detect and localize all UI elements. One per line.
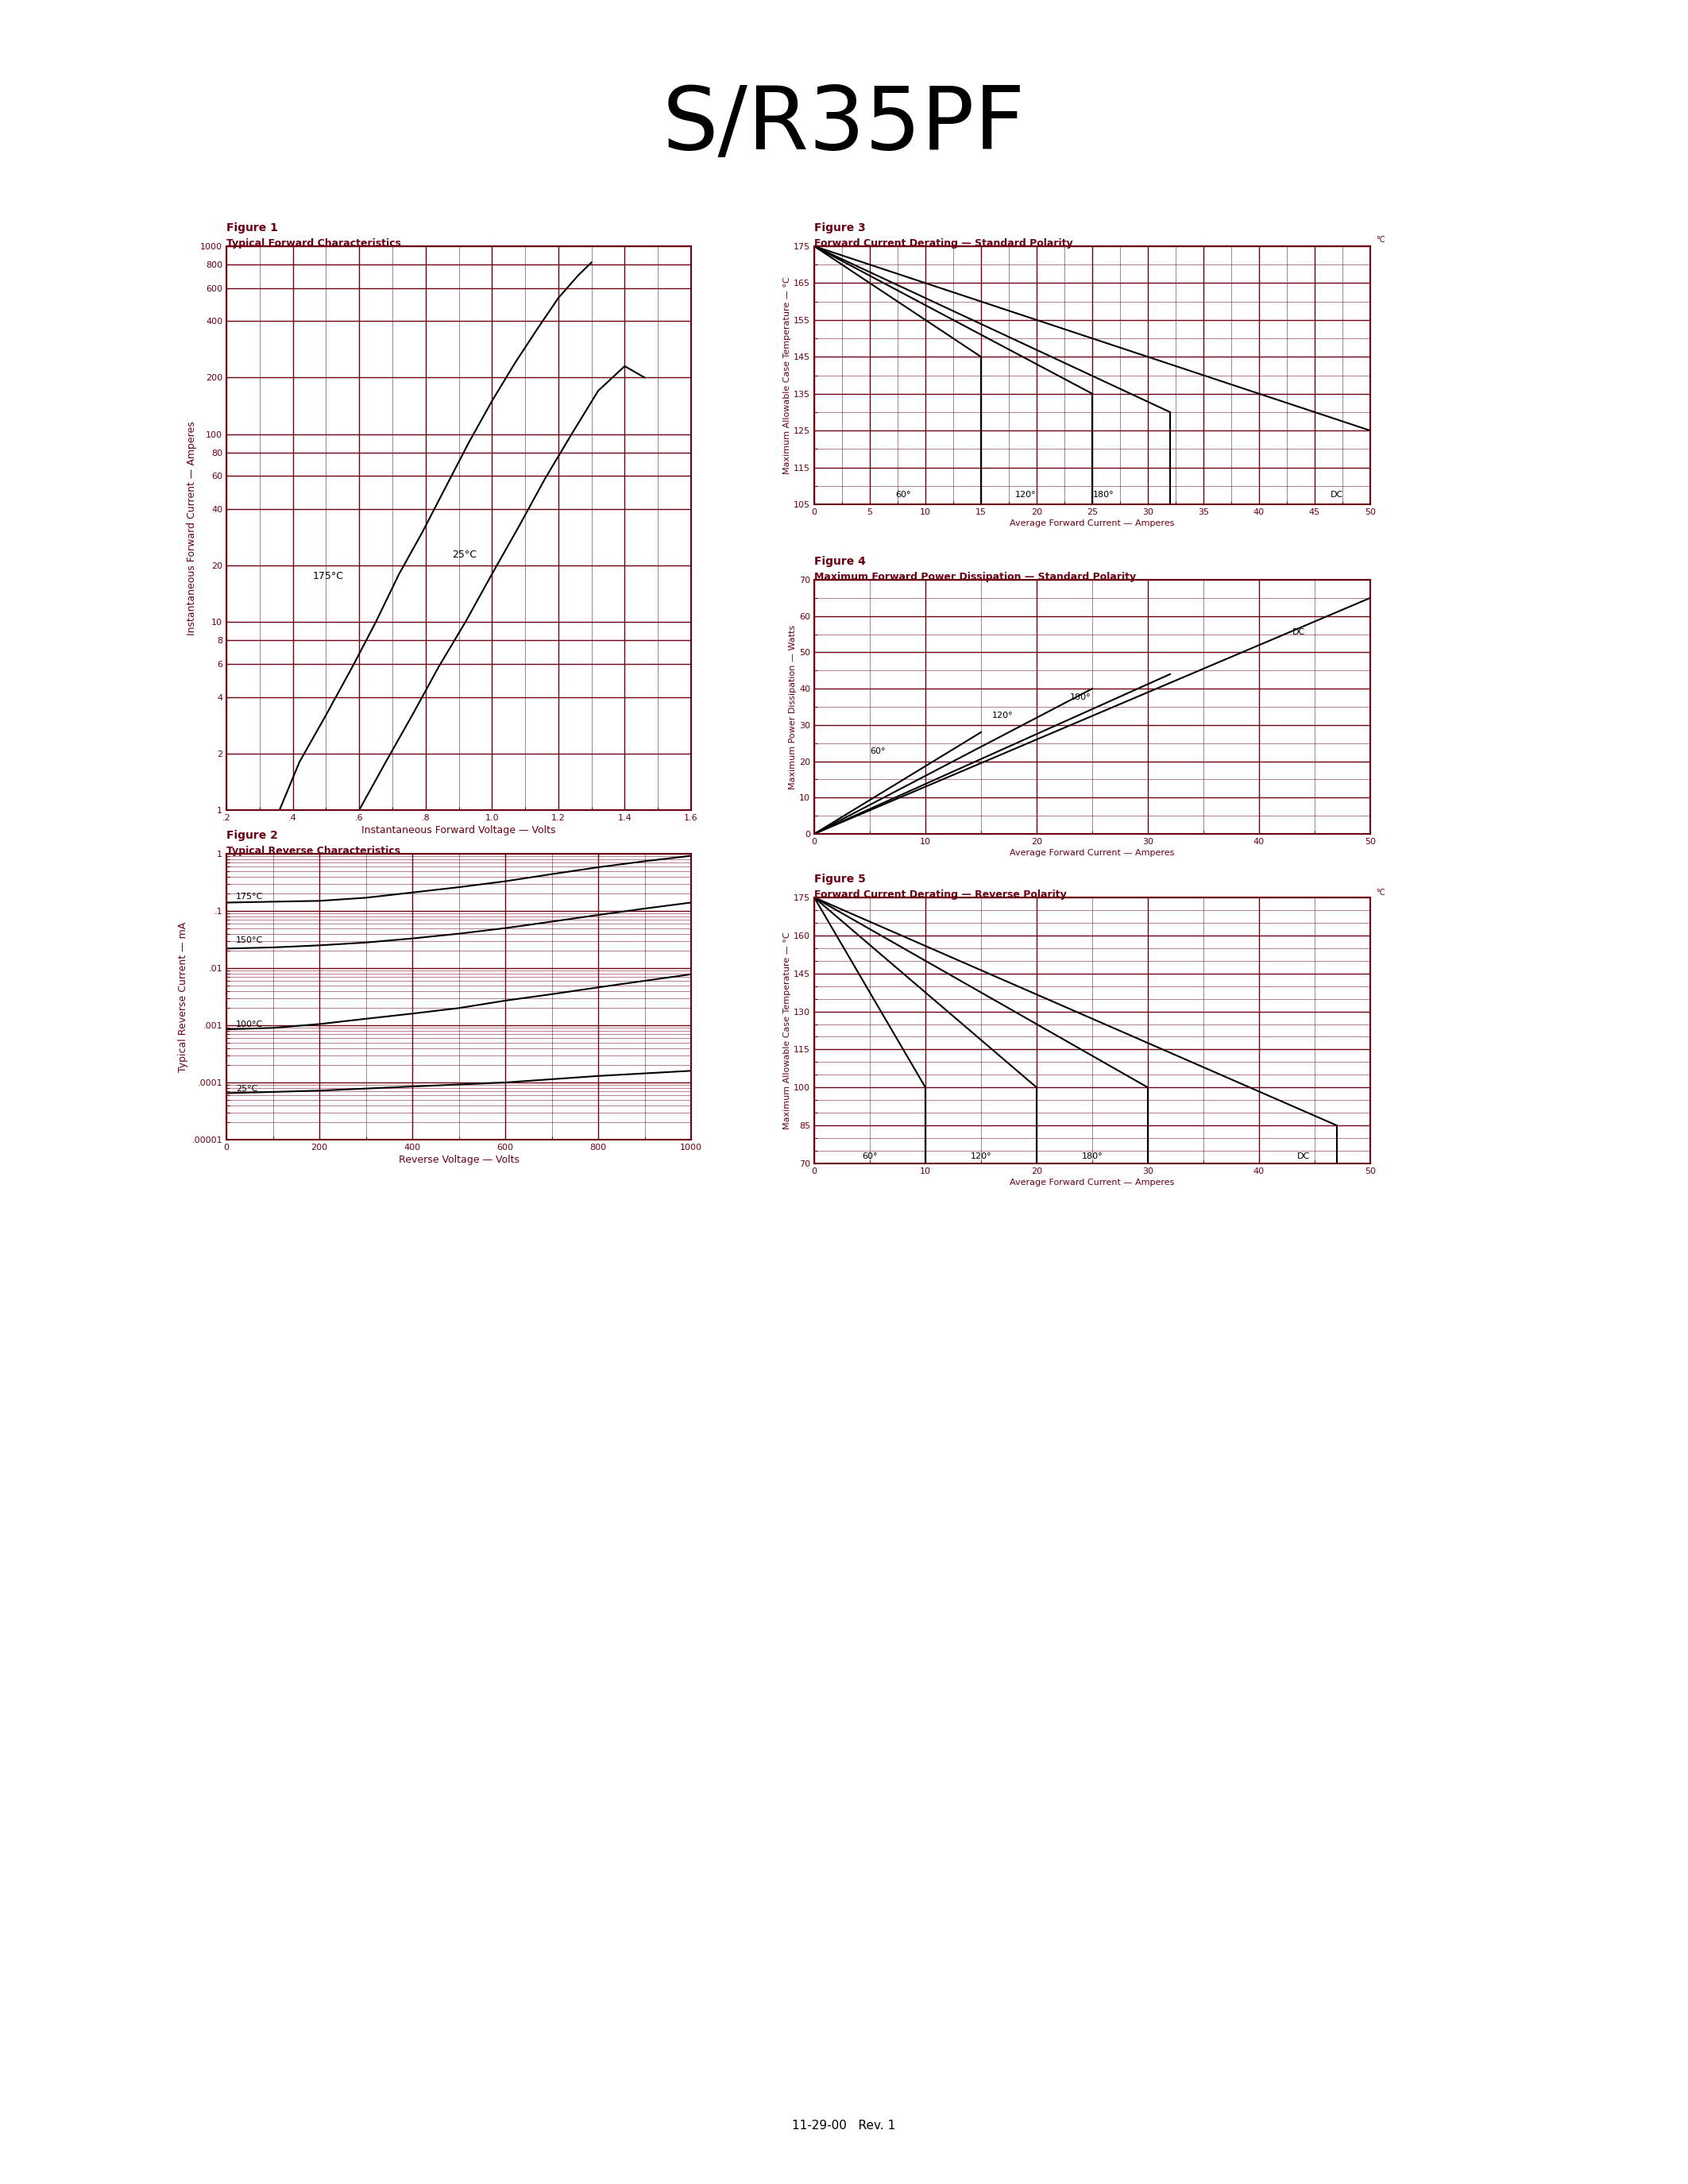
Text: 180°: 180° — [1092, 491, 1114, 498]
Text: 175°C: 175°C — [236, 893, 263, 900]
Y-axis label: Typical Reverse Current — mA: Typical Reverse Current — mA — [179, 922, 189, 1072]
Text: °C: °C — [1376, 889, 1384, 895]
Text: 120°: 120° — [971, 1151, 991, 1160]
Text: Forward Current Derating — Standard Polarity: Forward Current Derating — Standard Pola… — [814, 238, 1074, 249]
Text: 25°C: 25°C — [236, 1085, 258, 1092]
Text: 120°: 120° — [1014, 491, 1036, 498]
Text: 25°C: 25°C — [452, 550, 476, 559]
Text: Figure 5: Figure 5 — [814, 874, 866, 885]
Y-axis label: Instantaneous Forward Current — Amperes: Instantaneous Forward Current — Amperes — [187, 422, 197, 636]
Text: Figure 2: Figure 2 — [226, 830, 279, 841]
X-axis label: Average Forward Current — Amperes: Average Forward Current — Amperes — [1009, 850, 1175, 856]
Text: Typical Reverse Characteristics: Typical Reverse Characteristics — [226, 845, 400, 856]
Text: Typical Forward Characteristics: Typical Forward Characteristics — [226, 238, 402, 249]
Text: 11-29-00   Rev. 1: 11-29-00 Rev. 1 — [792, 2121, 896, 2132]
Y-axis label: Maximum Allowable Case Temperature — °C: Maximum Allowable Case Temperature — °C — [783, 277, 792, 474]
Text: Figure 1: Figure 1 — [226, 223, 279, 234]
Text: S/R35PF: S/R35PF — [662, 83, 1026, 168]
Y-axis label: Maximum Power Dissipation — Watts: Maximum Power Dissipation — Watts — [788, 625, 797, 788]
Text: Figure 4: Figure 4 — [814, 555, 866, 568]
Text: Figure 3: Figure 3 — [814, 223, 866, 234]
X-axis label: Reverse Voltage — Volts: Reverse Voltage — Volts — [398, 1155, 520, 1164]
Text: 175°C: 175°C — [312, 570, 344, 581]
Text: Maximum Forward Power Dissipation — Standard Polarity: Maximum Forward Power Dissipation — Stan… — [814, 572, 1136, 583]
Text: 60°: 60° — [863, 1151, 878, 1160]
X-axis label: Average Forward Current — Amperes: Average Forward Current — Amperes — [1009, 1179, 1175, 1186]
X-axis label: Average Forward Current — Amperes: Average Forward Current — Amperes — [1009, 520, 1175, 526]
Text: 100°C: 100°C — [236, 1020, 263, 1029]
Text: DC: DC — [1330, 491, 1344, 498]
Text: DC: DC — [1296, 1151, 1310, 1160]
Text: 60°: 60° — [895, 491, 912, 498]
Text: 120°: 120° — [993, 712, 1013, 719]
Text: °C: °C — [1376, 236, 1384, 245]
Text: 180°: 180° — [1070, 692, 1090, 701]
Text: 150°C: 150°C — [236, 937, 263, 943]
X-axis label: Instantaneous Forward Voltage — Volts: Instantaneous Forward Voltage — Volts — [361, 826, 555, 836]
Y-axis label: Maximum Allowable Case Temperature — °C: Maximum Allowable Case Temperature — °C — [783, 933, 792, 1129]
Text: Forward Current Derating — Reverse Polarity: Forward Current Derating — Reverse Polar… — [814, 889, 1067, 900]
Text: 60°: 60° — [869, 747, 885, 756]
Text: 180°: 180° — [1082, 1151, 1102, 1160]
Text: DC: DC — [1293, 627, 1305, 636]
